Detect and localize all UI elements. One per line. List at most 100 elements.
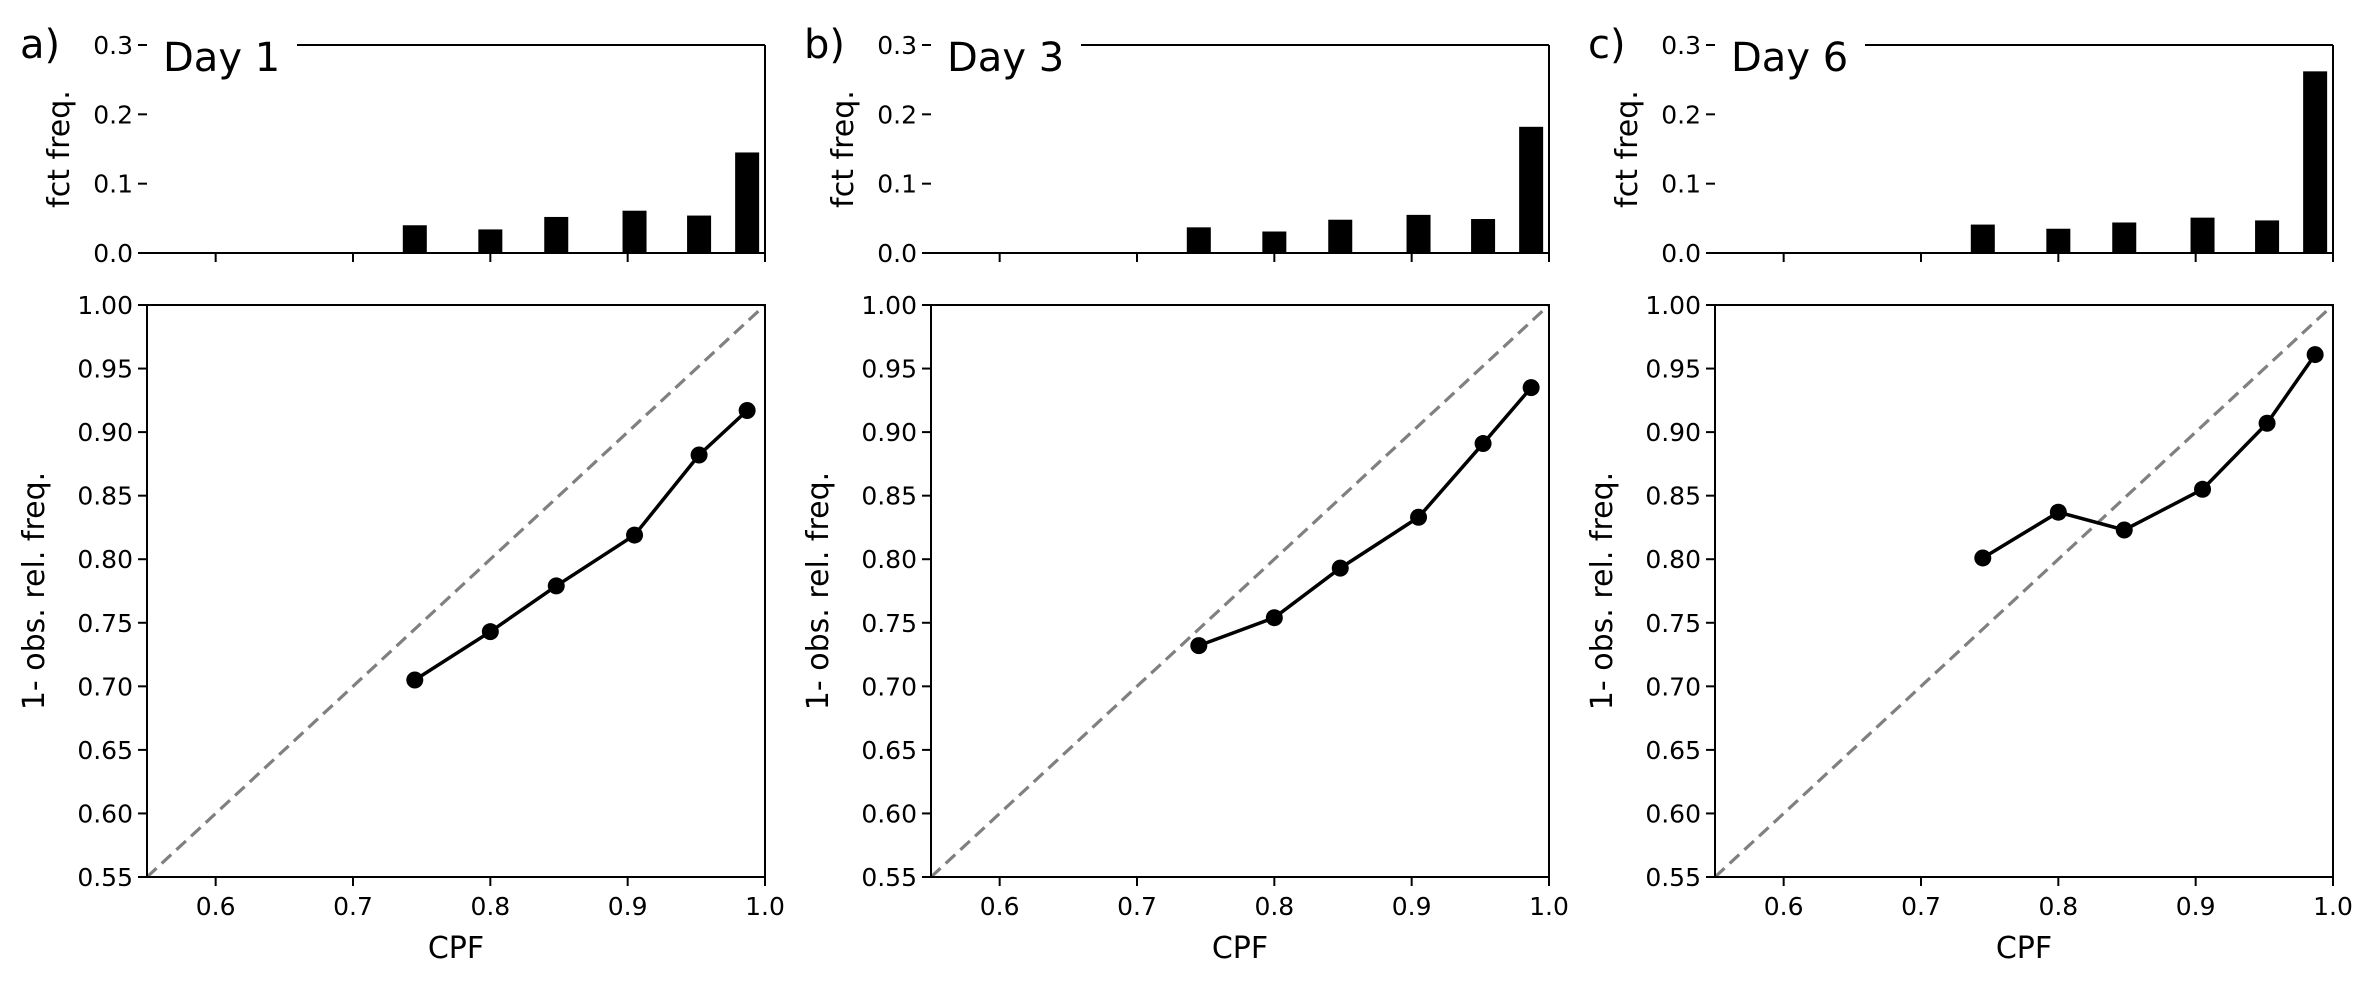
- panel-label: b): [804, 22, 845, 68]
- data-point: [2194, 480, 2212, 498]
- reliability-line: [1198, 386, 1533, 648]
- bar: [1328, 219, 1353, 253]
- data-point: [690, 446, 708, 464]
- data-point: [1190, 637, 1208, 655]
- y-tick-label: 0.85: [77, 482, 133, 511]
- y-tick-label: 0.2: [93, 100, 133, 129]
- y-axis-label: fct freq.: [1610, 90, 1645, 208]
- bar: [2303, 71, 2328, 253]
- diagonal-reference-line: [145, 303, 767, 879]
- bar: [2046, 228, 2071, 253]
- bar: [735, 152, 760, 253]
- x-tick-label: 0.6: [196, 892, 236, 921]
- x-tick-label: 0.6: [980, 892, 1020, 921]
- panel-label: c): [1588, 22, 1626, 68]
- data-point: [2049, 503, 2067, 521]
- y-tick-label: 0.65: [861, 736, 917, 765]
- y-tick-label: 0.60: [1645, 799, 1701, 828]
- x-axis-label: CPF: [1212, 931, 1268, 966]
- y-tick-label: 0.70: [77, 672, 133, 701]
- fct-freq-axes: 0.0 0.1 0.2 0.3 fct freq.: [1610, 31, 2334, 268]
- y-tick-label: 0.65: [1645, 736, 1701, 765]
- x-tick-label: 0.8: [2038, 892, 2078, 921]
- y-tick-label: 0.1: [93, 170, 133, 199]
- y-tick-label: 0.80: [1645, 545, 1701, 574]
- data-point: [2306, 346, 2324, 364]
- y-tick-label: 0.90: [77, 418, 133, 447]
- data-point: [626, 526, 644, 544]
- y-axis-label: 1- obs. rel. freq.: [1585, 472, 1620, 710]
- y-tick-label: 0.70: [1645, 672, 1701, 701]
- y-tick-label: 0.75: [861, 609, 917, 638]
- bar: [622, 210, 647, 253]
- y-axis-label: 1- obs. rel. freq.: [17, 472, 52, 710]
- y-tick-label: 0.3: [877, 31, 917, 60]
- x-tick-label: 0.6: [1764, 892, 1804, 921]
- day-title: Day 1: [163, 35, 280, 81]
- bar: [544, 216, 569, 253]
- x-tick-label: 0.9: [2176, 892, 2216, 921]
- bar: [2112, 222, 2137, 253]
- reliability-axes: 0.550.600.650.700.750.800.850.900.951.00…: [17, 291, 785, 966]
- x-tick-label: 0.8: [1254, 892, 1294, 921]
- data-point: [2258, 414, 2276, 432]
- y-axis-label: fct freq.: [42, 90, 77, 208]
- day-title: Day 6: [1731, 35, 1848, 81]
- plot-frame: [146, 304, 766, 878]
- y-axis-label: fct freq.: [826, 90, 861, 208]
- x-tick-label: 0.7: [1901, 892, 1941, 921]
- panel-3: 0.0 0.1 0.2 0.3 fct freq. c) Day 6 0.55 0.60 0.65…: [1585, 22, 2353, 966]
- y-tick-label: 0.75: [1645, 609, 1701, 638]
- y-tick-label: 0.55: [861, 863, 917, 892]
- x-tick-label: 1.0: [1529, 892, 1569, 921]
- data-point: [1522, 379, 1540, 397]
- day-title: Day 3: [947, 35, 1064, 81]
- bar: [687, 215, 712, 253]
- y-tick-label: 1.00: [1645, 291, 1701, 320]
- x-tick-label: 0.7: [333, 892, 373, 921]
- y-axis-label: 1- obs. rel. freq.: [801, 472, 836, 710]
- data-point: [1974, 549, 1992, 567]
- y-tick-label: 0.2: [1661, 100, 1701, 129]
- bar: [402, 225, 427, 253]
- plot-frame: [930, 304, 1550, 878]
- fct-freq-axes: 0.0 0.1 0.2 0.3 fct freq.: [42, 31, 766, 268]
- bar: [478, 229, 503, 253]
- y-tick-label: 0.1: [1661, 170, 1701, 199]
- diagonal-reference-line: [1713, 303, 2335, 879]
- y-tick-label: 0.55: [1645, 863, 1701, 892]
- bar: [1186, 227, 1211, 253]
- y-tick-label: 0.95: [77, 355, 133, 384]
- panel-label: a): [20, 22, 60, 68]
- data-point: [406, 671, 424, 689]
- x-tick-label: 0.7: [1117, 892, 1157, 921]
- reliability-line: [413, 409, 749, 682]
- fct-freq-axes: 0.0 0.1 0.2 0.3 fct freq.: [826, 31, 1550, 268]
- bar: [1406, 214, 1431, 253]
- y-tick-label: 0.85: [861, 482, 917, 511]
- reliability-line: [1981, 353, 2317, 560]
- bar: [1970, 224, 1995, 253]
- y-tick-label: 0.0: [93, 239, 133, 268]
- y-tick-label: 0.85: [1645, 482, 1701, 511]
- x-tick-label: 1.0: [2313, 892, 2353, 921]
- y-tick-label: 1.00: [77, 291, 133, 320]
- data-point: [1410, 508, 1428, 526]
- data-point: [1265, 609, 1283, 627]
- data-point: [738, 402, 756, 420]
- data-point: [1474, 435, 1492, 453]
- bar: [1519, 126, 1544, 253]
- data-point: [481, 623, 499, 641]
- data-point: [2115, 521, 2133, 539]
- y-tick-label: 0.65: [77, 736, 133, 765]
- y-tick-label: 0.70: [861, 672, 917, 701]
- y-tick-label: 0.2: [877, 100, 917, 129]
- x-tick-label: 1.0: [745, 892, 785, 921]
- bar: [1471, 219, 1496, 253]
- x-tick-label: 0.9: [608, 892, 648, 921]
- y-tick-label: 0.90: [861, 418, 917, 447]
- reliability-axes: 0.550.600.650.700.750.800.850.900.951.00…: [801, 291, 1569, 966]
- y-tick-label: 0.0: [877, 239, 917, 268]
- y-tick-label: 0.3: [1661, 31, 1701, 60]
